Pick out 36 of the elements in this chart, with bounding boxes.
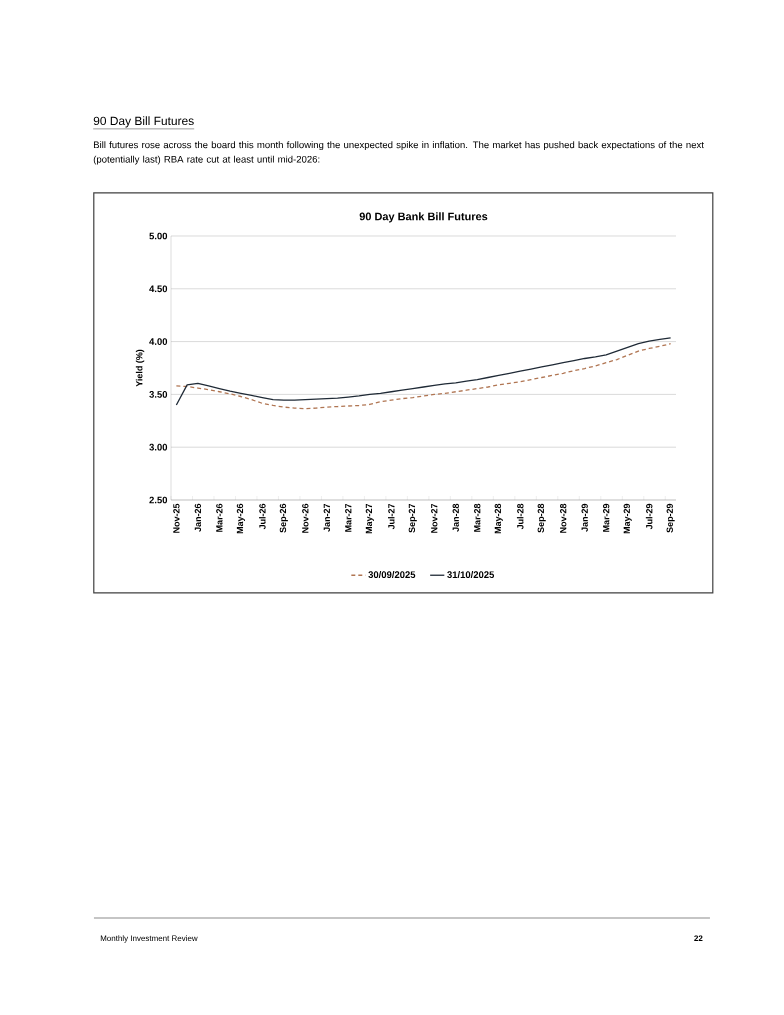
x-tick-label: Mar-26 — [216, 503, 223, 532]
x-tick-label: Nov-28 — [560, 503, 567, 533]
x-tick-label: Jul-28 — [516, 503, 524, 530]
x-tick-label: Nov-25 — [173, 503, 180, 533]
x-tick-label: Mar-27 — [345, 503, 352, 532]
x-tick-label: May-27 — [365, 503, 374, 534]
x-tick-label: Mar-28 — [474, 503, 481, 532]
x-tick-label: Sep-27 — [408, 503, 417, 533]
x-tick-label: Mar-29 — [602, 503, 610, 532]
y-tick-label: 4.00 — [149, 338, 168, 345]
x-tick-label: May-29 — [623, 503, 632, 534]
y-tick-label: 2.50 — [149, 496, 168, 504]
x-tick-label: Jul-29 — [645, 503, 653, 530]
x-tick-label: Nov-27 — [431, 503, 438, 533]
x-tick-label: Sep-29 — [666, 503, 675, 533]
x-tick-label: Sep-28 — [537, 503, 546, 533]
x-tick-label: Jan-29 — [581, 503, 588, 532]
chart-title: 90 Day Bank Bill Futures — [359, 212, 488, 223]
y-axis-title: Yield (%) — [135, 349, 145, 387]
x-tick-label: Jan-28 — [452, 503, 459, 532]
x-tick-label: May-26 — [236, 503, 245, 534]
text: 90 Day Bill Futures — [93, 116, 194, 128]
y-tick-label: 4.50 — [149, 285, 168, 293]
text: Bill futures rose across the board this month following the unexpected spike in inflation. The market has pushed back expectations of the next (potentially last) RBA rate cut at least until mid-2026: — [93, 141, 704, 165]
x-tick-label: Nov-26 — [302, 503, 309, 533]
legend-label: 30/09/2025 — [368, 571, 416, 579]
y-tick-label: 3.50 — [149, 391, 168, 398]
x-tick-label: May-28 — [494, 503, 503, 534]
legend-label: 31/10/2025 — [447, 571, 495, 579]
x-tick-label: Sep-26 — [279, 503, 288, 533]
x-tick-label: Jul-27 — [387, 503, 395, 530]
x-tick-label: Jul-26 — [259, 503, 266, 530]
x-tick-label: Jan-27 — [323, 503, 330, 532]
y-tick-label: 3.00 — [149, 443, 168, 451]
y-tick-label: 5.00 — [149, 232, 168, 240]
x-tick-label: Jan-26 — [194, 503, 202, 532]
